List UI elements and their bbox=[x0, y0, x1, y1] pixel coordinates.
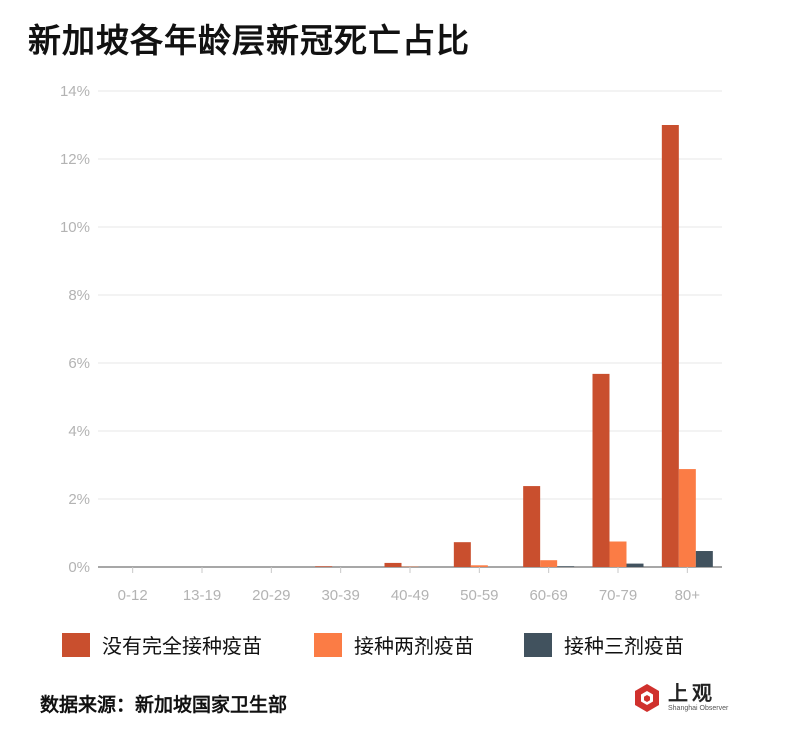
legend-label-three-doses: 接种三剂疫苗 bbox=[564, 634, 684, 658]
bar-50-59-series-0 bbox=[453, 542, 471, 567]
x-tick-label: 0-12 bbox=[118, 587, 148, 604]
y-tick-label: 2% bbox=[68, 491, 90, 508]
y-tick-label: 0% bbox=[68, 559, 90, 576]
y-axis-ticks: 0% 2% 4% 6% 8% 10% 12% 14% bbox=[60, 83, 90, 576]
bar-70-79-series-0 bbox=[592, 373, 610, 567]
bar-50-59-series-1 bbox=[470, 565, 488, 567]
y-tick-label: 8% bbox=[68, 287, 90, 304]
x-tick-label: 30-39 bbox=[321, 587, 359, 604]
bar-60-69-series-0 bbox=[523, 486, 541, 567]
legend-item-two-doses: 接种两剂疫苗 bbox=[314, 630, 474, 659]
x-tick-label: 80+ bbox=[675, 587, 701, 604]
x-tick-label: 70-79 bbox=[599, 587, 637, 604]
x-tick-label: 20-29 bbox=[252, 587, 290, 604]
legend-swatch-two-doses bbox=[314, 632, 342, 657]
bar-30-39-series-0 bbox=[315, 566, 333, 567]
x-tick-label: 50-59 bbox=[460, 587, 498, 604]
x-tick-label: 13-19 bbox=[183, 587, 221, 604]
x-tick-label: 60-69 bbox=[529, 587, 567, 604]
bar-80+-series-0 bbox=[661, 125, 679, 567]
y-tick-label: 6% bbox=[68, 355, 90, 372]
logo-text-cn: 上观 bbox=[668, 681, 716, 705]
logo-text-en: Shanghai Observer bbox=[668, 705, 729, 712]
x-tick-label: 40-49 bbox=[391, 587, 429, 604]
legend-swatch-three-doses bbox=[524, 632, 552, 657]
legend-label-two-doses: 接种两剂疫苗 bbox=[354, 634, 474, 658]
legend: 没有完全接种疫苗 接种两剂疫苗 接种三剂疫苗 bbox=[0, 630, 800, 670]
y-tick-label: 14% bbox=[60, 83, 90, 100]
logo: 上观 Shanghai Observer bbox=[632, 682, 728, 713]
bars bbox=[315, 125, 713, 567]
bar-80+-series-2 bbox=[695, 551, 713, 567]
bar-60-69-series-1 bbox=[540, 560, 558, 567]
shanghai-observer-logo-icon bbox=[635, 683, 659, 712]
y-tick-label: 4% bbox=[68, 423, 90, 440]
y-tick-label: 10% bbox=[60, 219, 90, 236]
bar-40-49-series-0 bbox=[384, 562, 402, 567]
legend-label-unvaccinated: 没有完全接种疫苗 bbox=[102, 634, 262, 658]
y-tick-label: 12% bbox=[60, 151, 90, 168]
data-source: 数据来源：新加坡国家卫生部 bbox=[40, 694, 288, 716]
bar-70-79-series-1 bbox=[609, 541, 627, 567]
x-axis-ticks: 0-12 13-19 20-29 30-39 40-49 50-59 60-69 70-79 8… bbox=[118, 567, 701, 604]
bar-60-69-series-2 bbox=[557, 566, 575, 567]
legend-item-unvaccinated: 没有完全接种疫苗 bbox=[62, 630, 262, 659]
legend-item-three-doses: 接种三剂疫苗 bbox=[524, 630, 684, 659]
bar-chart: 0% 2% 4% 6% 8% 10% 12% 14% 0-12 13-19 20-29 30-39 4… bbox=[60, 83, 722, 604]
grid-lines bbox=[98, 90, 722, 568]
chart-title: 新加坡各年龄层新冠死亡占比 bbox=[28, 21, 470, 60]
legend-swatch-unvaccinated bbox=[62, 632, 90, 657]
bar-80+-series-1 bbox=[678, 469, 696, 567]
bar-70-79-series-2 bbox=[626, 563, 644, 567]
